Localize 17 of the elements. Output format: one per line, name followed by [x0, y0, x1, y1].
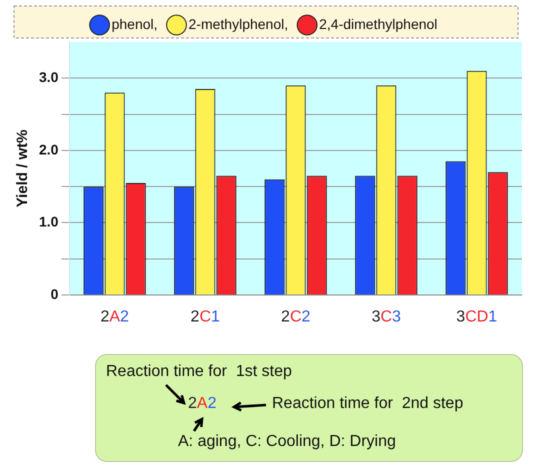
x-tick-label: 2A2 [100, 308, 130, 326]
y-axis-title: Yield / wt% [14, 130, 32, 208]
y-tick-label: 2.0 [38, 141, 59, 158]
text: Reaction time for 2nd step [272, 395, 464, 413]
text: 2A2 [188, 395, 216, 412]
x-tick-label: 2C1 [190, 308, 220, 326]
x-tick-label: 3CD1 [456, 308, 498, 326]
y-tick-label: 0 [50, 286, 59, 302]
x-tick-label: 3C3 [372, 308, 402, 326]
legend-label: 2-methylphenol, [188, 16, 288, 32]
text: Reaction time for 1st step [106, 363, 292, 381]
legend-label: phenol, [112, 16, 158, 32]
y-tick-label: 3.0 [38, 69, 59, 85]
x-tick-label: 2C2 [281, 308, 311, 326]
text: A: aging, C: Cooling, D: Drying [178, 433, 396, 451]
y-tick-label: 1.0 [38, 214, 59, 230]
legend-label: 2,4-dimethylphenol [319, 16, 438, 32]
